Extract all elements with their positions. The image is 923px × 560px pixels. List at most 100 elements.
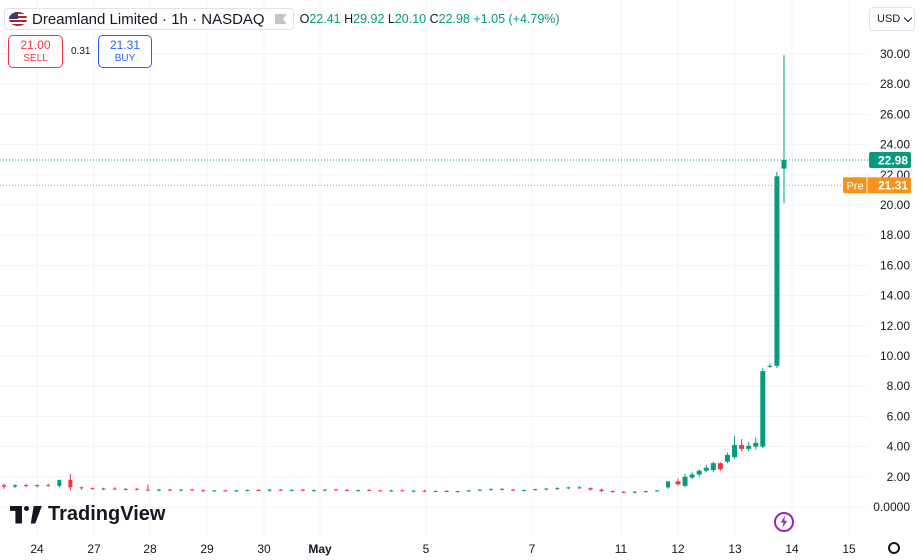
premarket-label: Pre	[846, 181, 863, 193]
candle-body	[201, 490, 206, 492]
candle-body	[717, 463, 723, 470]
candle-body	[710, 463, 716, 471]
us-flag-icon	[9, 12, 27, 26]
high-key: H	[344, 12, 354, 26]
currency-label: USD	[877, 13, 901, 25]
x-tick-label: 12	[671, 542, 685, 556]
candle-body	[577, 487, 582, 489]
sell-price: 21.00	[20, 38, 51, 52]
candle-body	[79, 487, 84, 489]
x-tick-label: May	[308, 542, 332, 556]
candle-body	[112, 488, 117, 490]
candle-body	[675, 481, 681, 485]
candle-body	[322, 489, 327, 491]
candle-body	[24, 485, 29, 487]
candle-body	[566, 487, 571, 489]
y-tick-label: 28.00	[880, 77, 910, 91]
candle-body	[223, 490, 228, 492]
y-tick-label: 2.00	[887, 470, 911, 484]
candle-body	[466, 490, 471, 492]
candle-body	[732, 445, 738, 458]
candle-body	[522, 490, 527, 492]
price-lines: 22.98 Pre 21.31	[0, 152, 911, 194]
y-tick-label: 10.00	[880, 349, 910, 363]
tradingview-logo-icon	[10, 505, 42, 524]
x-tick-label: 24	[30, 542, 44, 556]
candle-body	[643, 491, 648, 493]
candle-body	[724, 454, 730, 462]
y-tick-label: 4.00	[887, 440, 911, 454]
last-price-tag	[869, 152, 911, 169]
candle-body	[267, 489, 272, 491]
candle-body	[703, 467, 709, 471]
spread-value: 0.31	[71, 46, 91, 57]
buy-button[interactable]: 21.31 BUY	[98, 35, 152, 68]
symbol-box[interactable]: Dreamland Limited · 1h · NASDAQ	[4, 8, 294, 30]
candle-body	[179, 489, 184, 491]
candle-body	[46, 485, 51, 487]
y-tick-label: 20.00	[880, 198, 910, 212]
candle-body	[345, 490, 350, 492]
candle-body	[123, 488, 128, 490]
candle-body	[746, 445, 752, 449]
candle-body	[101, 488, 106, 490]
open-value: 22.41	[309, 12, 341, 26]
x-axis-labels: 24 27 28 29 30 May 5 7 11 12 13 14 15	[30, 542, 856, 556]
gear-icon[interactable]	[888, 542, 900, 554]
last-price-label: 22.98	[878, 154, 908, 168]
candle-body	[68, 479, 73, 488]
y-tick-label: 24.00	[880, 138, 910, 152]
candle-body	[422, 490, 427, 492]
y-tick-label: 18.00	[880, 228, 910, 242]
sell-label: SELL	[23, 53, 48, 64]
candle-body	[13, 485, 18, 487]
x-tick-label: 27	[87, 542, 101, 556]
premarket-price-label: 21.31	[878, 179, 908, 193]
candle-body	[511, 489, 516, 491]
sell-button[interactable]: 21.00 SELL	[8, 35, 63, 68]
x-tick-label: 15	[842, 542, 856, 556]
candle-body	[289, 489, 294, 491]
candle-body	[245, 490, 250, 492]
candle-body	[500, 488, 504, 490]
candle-body	[234, 490, 239, 492]
candle-body	[256, 490, 261, 492]
candle-body	[588, 488, 593, 490]
brand-name: TradingView	[48, 503, 166, 525]
candle-body	[599, 489, 604, 492]
candle-body	[682, 476, 688, 486]
flag-marker-icon[interactable]	[274, 14, 287, 24]
currency-selector[interactable]: USD	[869, 7, 915, 31]
candle-body	[145, 489, 150, 491]
candle-body	[334, 489, 338, 491]
buy-label: BUY	[114, 53, 136, 64]
low-key: L	[387, 12, 395, 26]
tradingview-logo[interactable]: TradingView	[10, 503, 165, 526]
change-value: +1.05 (+4.79%)	[473, 12, 560, 26]
ohlc-values: O22.41 H29.92 L20.10 C22.98 +1.05 (+4.79…	[300, 12, 560, 26]
candle-body	[477, 489, 482, 491]
candle-body	[544, 488, 549, 490]
candle-body	[455, 491, 460, 493]
premarket-tag	[843, 177, 911, 194]
y-tick-label: 26.00	[880, 107, 910, 121]
candle-body	[411, 490, 416, 492]
close-key: C	[429, 12, 439, 26]
chevron-down-icon	[903, 13, 913, 22]
candle-body	[433, 490, 438, 492]
chart-grid	[0, 0, 868, 535]
lightning-icon[interactable]	[774, 512, 794, 532]
candle-body	[356, 490, 361, 492]
candle-body	[168, 489, 172, 491]
candle-body	[610, 491, 615, 493]
candle-body	[739, 445, 745, 449]
x-tick-label: 29	[200, 542, 214, 556]
candle-body	[367, 490, 372, 492]
candle-body	[35, 485, 40, 487]
y-axis-labels: 0.0000 2.00 4.00 6.00 8.00 10.00 12.00 14.00 16.…	[873, 47, 910, 514]
symbol-legend: Dreamland Limited · 1h · NASDAQ O22.41 H…	[4, 7, 560, 31]
close-value: 22.98	[438, 12, 470, 26]
candle-body	[278, 489, 283, 491]
candle-body	[488, 488, 493, 490]
